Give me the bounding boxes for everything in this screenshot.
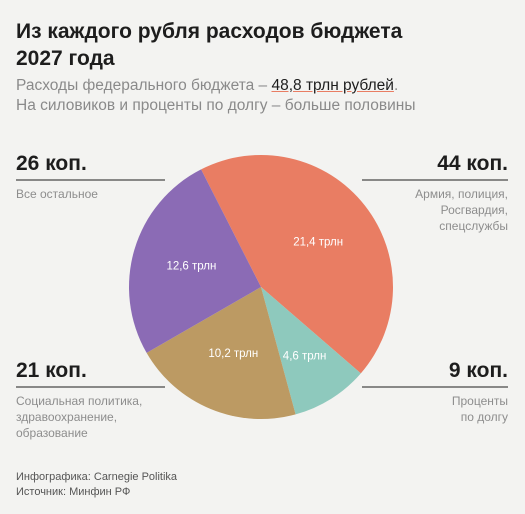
slice-label: 10,2 трлн [208,348,258,360]
subtitle-text: Расходы федерального бюджета – [16,77,272,94]
share-label: 44 коп. [437,152,508,175]
subtitle: Расходы федерального бюджета – 48,8 трлн… [16,76,415,116]
chart-title: Из каждого рубля расходов бюджета 2027 г… [16,20,403,70]
pie-slice [129,169,261,353]
pie-slice [261,287,361,415]
pie-slice [146,287,296,419]
subtitle-text: . [393,77,399,94]
slice-label: 4,6 трлн [283,350,327,362]
subtitle-total: 48,8 трлн рублей [271,77,394,94]
category-label: Проценты по долгу [451,394,508,424]
source: Источник: Минфин РФ [16,486,131,498]
category-label: Армия, полиция, Росгвардия, спецслужбы [415,187,508,233]
pie-slice [201,155,394,374]
credit: Инфографика: Carnegie Politika [16,471,178,483]
slice-label: 12,6 трлн [166,260,216,272]
share-label: 9 коп. [448,359,508,382]
subtitle-text: На силовиков и проценты по долгу – больш… [16,97,416,114]
category-label: Все остальное [16,187,98,201]
slice-label: 21,4 трлн [293,236,343,248]
share-label: 21 коп. [16,359,87,382]
share-label: 26 коп. [16,152,87,175]
category-label: Социальная политика, здравоохранение, об… [16,394,143,440]
